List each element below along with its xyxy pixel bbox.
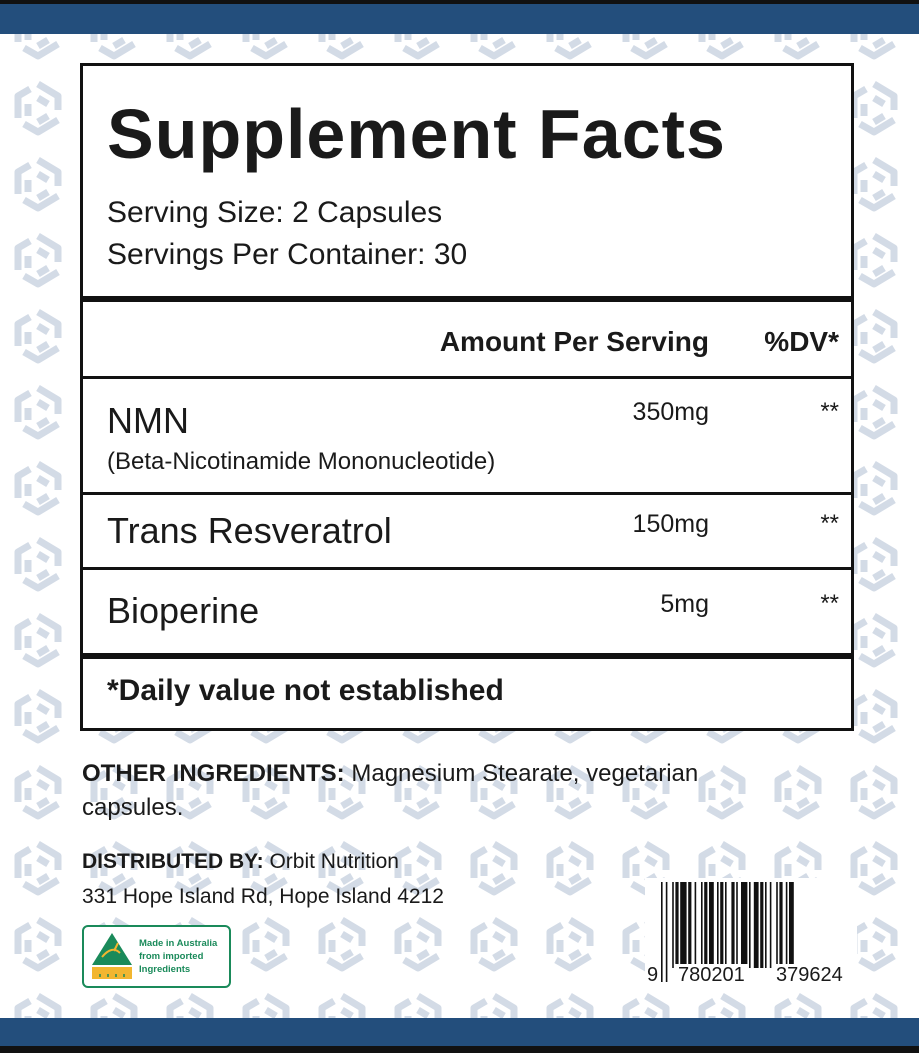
nutrient-dv: ** [820, 590, 839, 617]
other-ingredients-label: OTHER INGREDIENTS: [82, 760, 345, 787]
barcode-bar [779, 882, 783, 968]
divider [83, 653, 851, 659]
top-edge [0, 0, 919, 4]
barcode-bar [675, 882, 679, 968]
divider [83, 296, 851, 302]
divider [83, 376, 851, 379]
barcode-bar [753, 882, 759, 968]
barcode-bar [694, 882, 697, 968]
logo-line: Made in Australia [139, 938, 218, 949]
barcode-bar [665, 882, 668, 982]
barcode-bar [709, 882, 714, 968]
nutrient-name: Trans Resveratrol [107, 510, 392, 551]
other-ingredients: OTHER INGREDIENTS: Magnesium Stearate, v… [82, 760, 698, 788]
kangaroo-triangle-icon [92, 933, 132, 979]
nutrient-amount: 150mg [632, 510, 709, 538]
divider [83, 492, 851, 495]
barcode-bar [672, 882, 674, 968]
barcode-digits-left: 780201 [675, 964, 748, 987]
barcode-bar [717, 882, 719, 968]
footnote: *Daily value not established [107, 674, 504, 707]
supplement-facts-panel: Supplement Facts Serving Size: 2 Capsule… [80, 63, 854, 731]
barcode-bar [765, 882, 767, 968]
logo-line: from imported [139, 951, 204, 962]
barcode-digit: 9 [645, 964, 661, 987]
barcode-bars [661, 882, 794, 982]
barcode-bar [725, 882, 727, 982]
nutrient-amount: 350mg [632, 398, 709, 426]
distributor: DISTRIBUTED BY: Orbit Nutrition [82, 850, 399, 874]
distributor-name: Orbit Nutrition [263, 850, 399, 873]
barcode-bar [688, 882, 692, 968]
nutrient-dv: ** [820, 398, 839, 425]
header-dv: %DV* [764, 326, 839, 357]
bottom-band [0, 1018, 919, 1046]
barcode-bar [760, 882, 764, 968]
nutrient-dv: ** [820, 510, 839, 537]
barcode-bar [704, 882, 708, 968]
barcode-bar [680, 882, 687, 968]
barcode-digits-right: 379624 [773, 964, 846, 987]
barcode-bar [741, 882, 748, 968]
logo-line: Ingredients [139, 964, 191, 975]
barcode-bar [749, 882, 751, 968]
barcode-bar [776, 882, 778, 968]
barcode-bar [736, 882, 738, 968]
nutrient-name: Bioperine [107, 590, 260, 631]
made-in-australia-logo: Made in Australia from imported Ingredient… [82, 925, 231, 988]
barcode-bar [661, 882, 663, 982]
header-amount: Amount Per Serving [439, 326, 709, 357]
distributor-label: DISTRIBUTED BY: [82, 850, 264, 873]
other-ingredients-cont: capsules. [82, 794, 184, 821]
serving-size: Serving Size: 2 Capsules [107, 196, 443, 229]
bottom-edge [0, 1046, 919, 1053]
barcode-bar [789, 882, 794, 982]
panel-title: Supplement Facts [107, 95, 726, 173]
barcode-bar [701, 882, 703, 968]
nutrient-subname: (Beta-Nicotinamide Mononucleotide) [107, 448, 496, 475]
divider [83, 567, 851, 570]
distributor-address: 331 Hope Island Rd, Hope Island 4212 [82, 885, 444, 908]
barcode: 9 780201 379624 [645, 878, 857, 993]
barcode-bar [785, 882, 788, 968]
nutrient-amount: 5mg [660, 590, 709, 618]
barcode-bar [720, 882, 724, 968]
other-ingredients-text: Magnesium Stearate, vegetarian [344, 760, 699, 787]
top-band [0, 4, 919, 34]
barcode-bar [769, 882, 772, 968]
servings-per-container: Servings Per Container: 30 [107, 238, 468, 271]
nutrient-name: NMN [107, 400, 189, 441]
barcode-bar [731, 882, 735, 968]
